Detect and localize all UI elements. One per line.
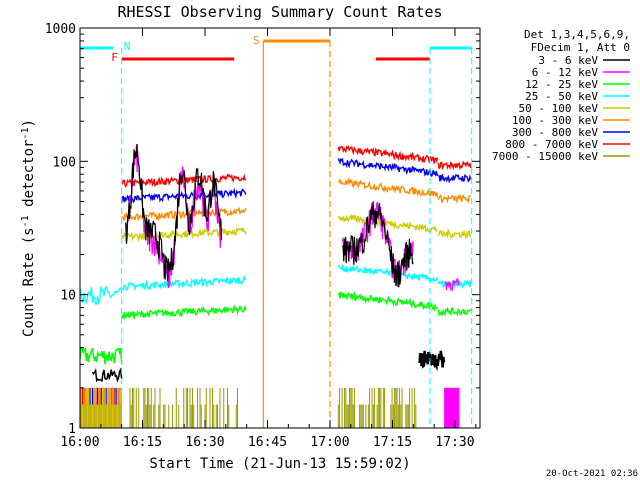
legend-label: 50 - 100 keV [519,102,599,115]
series-3-6keV-trace [125,143,223,282]
series-800-7000keV-trace [337,145,439,164]
series-3-6keV-trace [91,367,123,383]
series-300-800keV-trace [121,187,247,204]
series-3-6keV-trace [418,350,446,372]
series-100-300keV-trace [121,206,247,222]
series-12-25keV-trace [437,306,472,317]
series-6-12keV-trace [444,278,460,292]
series-25-50keV-trace [79,285,123,305]
legend-label: 100 - 300 keV [512,114,598,127]
series-100-300keV-trace [437,193,472,204]
series-25-50keV-trace [337,264,439,283]
series-300-800keV-trace [438,173,472,184]
y-axis-label-sup2: -1 [20,127,31,139]
legend-label: 12 - 25 keV [525,78,598,91]
legend-header-line: FDecim 1, Att 0 [531,41,630,54]
series-12-25keV-trace [121,303,247,321]
y-axis-ticks: 1 10 100 1000 [45,22,480,437]
legend-label: 300 - 800 keV [512,126,598,139]
legend-label: 3 - 6 keV [538,54,598,67]
x-tick-label: 17:30 [435,435,474,450]
series-800-7000keV-trace [437,160,472,171]
y-tick-label: 100 [53,155,76,170]
y-tick-label: 1000 [45,22,76,37]
series-50-100keV-trace [437,228,472,241]
data-layer [79,143,472,428]
flag-F-label: F [111,51,118,64]
footer-date: 20-Oct-2021 02:36 [546,469,638,479]
series-25-50keV-trace [121,274,246,292]
y-axis-label-sup1: -1 [20,215,31,227]
legend-label: 7000 - 15000 keV [492,150,598,163]
y-axis-label: Count Rate (s-1 detector-1) [20,119,37,337]
y-tick-label: 1 [68,422,76,437]
flag-N-label: N [124,40,131,53]
y-axis-label-mid: detector [21,140,37,216]
legend-label: 6 - 12 keV [532,66,599,79]
flag-layer: NF S [80,34,473,428]
y-axis-label-main: Count Rate (s [21,227,37,337]
x-tick-label: 16:00 [60,435,99,450]
series-12-25keV-trace [79,346,123,365]
x-axis-label: Start Time (21-Jun-13 15:59:02) [149,456,410,472]
series-12-25keV-trace [337,291,438,312]
y-axis-label-end: ) [21,119,37,127]
series-300-800keV-trace [337,157,439,178]
legend: Det 1,3,4,5,6,9,FDecim 1, Att 03 - 6 keV… [492,28,630,163]
x-tick-label: 17:00 [310,435,349,450]
legend-label: 25 - 50 keV [525,90,598,103]
y-tick-label: 10 [60,289,76,304]
x-tick-label: 16:45 [248,435,287,450]
series-100-300keV-trace [337,177,439,198]
x-tick-label: 16:15 [123,435,162,450]
flag-S-label: S [253,34,260,47]
legend-header-line: Det 1,3,4,5,6,9, [524,28,630,41]
x-axis-ticks: 16:00 16:15 16:30 16:45 17:00 17:15 17:30 [60,28,477,450]
chart-title: RHESSI Observing Summary Count Rates [117,3,442,21]
series-50-100keV-trace [337,213,439,233]
x-tick-label: 17:15 [373,435,412,450]
legend-label: 800 - 7000 keV [505,138,598,151]
series-50-100keV-trace [121,226,247,243]
x-tick-label: 16:30 [185,435,224,450]
series-3-6keV-trace [342,201,414,288]
plot-frame [79,27,481,429]
